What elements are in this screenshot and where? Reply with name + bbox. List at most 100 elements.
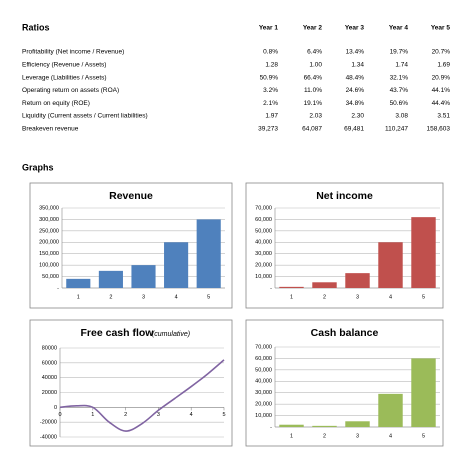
y-tick-label: 80000 [42, 345, 57, 351]
cell: 20.9% [432, 74, 451, 81]
cell: 20.7% [432, 49, 451, 56]
y-tick-label: 60,000 [255, 217, 272, 223]
cell: 2.30 [351, 113, 364, 120]
y-tick-label: 40000 [42, 375, 57, 381]
chart-frame [29, 319, 233, 447]
x-tick-label: 4 [389, 294, 392, 300]
y-tick-label: - [57, 285, 59, 291]
bar [312, 425, 337, 427]
x-tick-label: 5 [422, 433, 425, 439]
row-label: Return on equity (ROE) [22, 100, 90, 107]
cell: 44.4% [432, 100, 451, 107]
x-tick-label: 5 [222, 412, 225, 418]
y-tick-label: 60000 [42, 360, 57, 366]
line [59, 359, 225, 432]
row-label: Efficiency (Revenue / Assets) [22, 62, 106, 69]
bar [98, 270, 123, 288]
cell: 1.00 [309, 62, 322, 69]
y-tick-label: 50,000 [255, 367, 272, 373]
x-tick-label: 4 [175, 294, 178, 300]
y-tick-label: 70,000 [255, 344, 272, 350]
y-tick-label: -20000 [40, 420, 57, 426]
x-tick-label: 4 [190, 412, 193, 418]
cell: 39,273 [258, 126, 278, 133]
cell: 50.6% [390, 100, 409, 107]
row-label: Profitability (Net income / Revenue) [22, 49, 124, 56]
bar [411, 358, 436, 427]
cell: 1.69 [437, 62, 450, 69]
cell: 13.4% [346, 49, 365, 56]
cell: 19.7% [390, 49, 409, 56]
cell: 3.08 [395, 113, 408, 120]
x-tick-label: 5 [207, 294, 210, 300]
y-tick-label: 40,000 [255, 379, 272, 385]
cell: 32.1% [390, 74, 409, 81]
chart-title: Free cash flow [81, 327, 155, 339]
x-tick-label: 1 [290, 433, 293, 439]
cell: 66.4% [304, 74, 323, 81]
cell: 34.8% [346, 100, 365, 107]
cell: 6.4% [307, 49, 322, 56]
y-tick-label: -40000 [40, 434, 57, 440]
ratios-title: Ratios [22, 22, 50, 32]
row-label: Leverage (Liabilities / Assets) [22, 74, 107, 81]
x-tick-label: 2 [323, 294, 326, 300]
cell: 3.51 [437, 113, 450, 120]
x-tick-label: 4 [389, 433, 392, 439]
y-tick-label: 40,000 [255, 240, 272, 246]
y-tick-label: 100,000 [39, 263, 59, 269]
y-tick-label: 350,000 [39, 205, 59, 211]
y-tick-label: 300,000 [39, 217, 59, 223]
column-header: Year 3 [345, 25, 365, 32]
x-tick-label: 1 [77, 294, 80, 300]
column-header: Year 2 [303, 25, 323, 32]
bar [131, 265, 156, 288]
y-tick-label: 250,000 [39, 228, 59, 234]
cell: 158,603 [427, 126, 451, 133]
column-header: Year 4 [389, 25, 409, 32]
bar [312, 282, 337, 288]
column-header: Year 1 [259, 25, 279, 32]
cell: 1.28 [265, 62, 278, 69]
row-label: Operating return on assets (ROA) [22, 87, 119, 94]
column-header: Year 5 [431, 25, 451, 32]
cell: 19.1% [304, 100, 323, 107]
bar [378, 393, 403, 427]
row-label: Liquidity (Current assets / Current liab… [22, 113, 148, 120]
cell: 2.1% [263, 100, 278, 107]
x-tick-label: 2 [109, 294, 112, 300]
x-tick-label: 2 [323, 433, 326, 439]
y-tick-label: - [270, 424, 272, 430]
y-tick-label: - [270, 285, 272, 291]
bar [345, 273, 370, 288]
x-tick-label: 1 [290, 294, 293, 300]
cell: 110,247 [385, 126, 408, 133]
bar [279, 424, 304, 427]
cell: 64,087 [302, 126, 322, 133]
y-tick-label: 60,000 [255, 356, 272, 362]
cell: 1.97 [265, 113, 278, 120]
x-tick-label: 0 [58, 412, 61, 418]
x-tick-label: 2 [124, 412, 127, 418]
y-tick-label: 0 [54, 405, 57, 411]
y-tick-label: 20,000 [255, 402, 272, 408]
y-tick-label: 10,000 [255, 274, 272, 280]
cell: 24.6% [346, 87, 365, 94]
cell: 1.74 [395, 62, 408, 69]
cell: 1.34 [351, 62, 364, 69]
cell: 48.4% [346, 74, 365, 81]
cell: 43.7% [390, 87, 409, 94]
bar [378, 242, 403, 288]
x-tick-label: 3 [157, 412, 160, 418]
y-tick-label: 30,000 [255, 390, 272, 396]
cell: 2.03 [309, 113, 322, 120]
cell: 3.2% [263, 87, 278, 94]
x-tick-label: 3 [142, 294, 145, 300]
bar [279, 286, 304, 288]
chart-frame [245, 182, 444, 309]
bar [196, 219, 221, 288]
y-tick-label: 70,000 [255, 205, 272, 211]
bar [345, 421, 370, 427]
y-tick-label: 50,000 [42, 274, 59, 280]
